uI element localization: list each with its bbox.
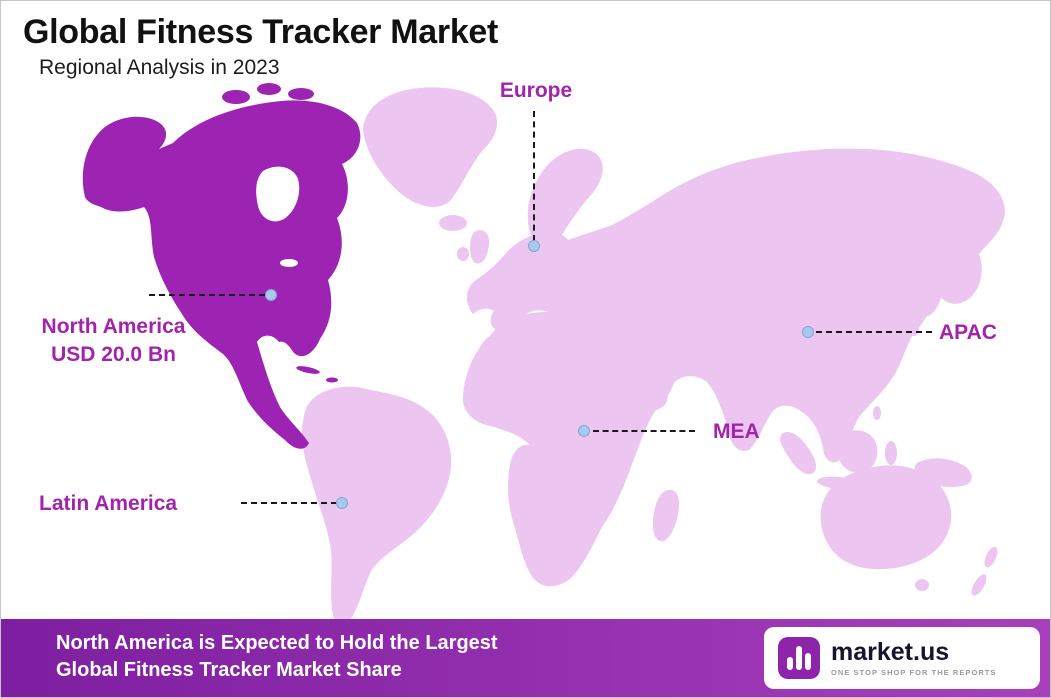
brand-words: market.us ONE STOP SHOP FOR THE REPORTS <box>831 639 996 677</box>
landmass-japan-south <box>909 320 919 336</box>
landmass-eurasia <box>466 148 1005 463</box>
label-apac: APAC <box>939 321 997 344</box>
great-lakes <box>280 259 298 267</box>
marker-latin-america <box>336 497 348 509</box>
landmass-baffin-island <box>309 121 337 137</box>
label-north-america-name: North America <box>41 315 186 338</box>
logo-bar-3 <box>805 653 811 670</box>
landmass-arctic-island-1 <box>222 90 250 104</box>
landmass-new-zealand-south <box>971 574 987 596</box>
label-north-america-value: USD 20.0 Bn <box>51 343 176 366</box>
footer-banner: North America is Expected to Hold the La… <box>1 619 1050 697</box>
page-subtitle: Regional Analysis in 2023 <box>39 56 280 79</box>
landmass-arctic-island-2 <box>257 83 281 95</box>
landmass-greenland <box>363 87 498 207</box>
landmass-new-zealand-north <box>984 546 998 568</box>
label-europe: Europe <box>499 79 573 102</box>
landmass-philippines-south <box>873 406 881 420</box>
logo-bar-1 <box>787 657 793 670</box>
brand-tagline: ONE STOP SHOP FOR THE REPORTS <box>831 668 997 677</box>
landmass-philippines <box>865 384 875 402</box>
brand-logo-icon <box>778 637 820 679</box>
landmass-arctic-island-3 <box>288 88 314 100</box>
leader-north-america <box>149 294 265 296</box>
landmass-borneo <box>837 430 878 473</box>
marker-europe <box>528 240 540 252</box>
marker-north-america <box>265 289 277 301</box>
label-latin-america: Latin America <box>39 492 178 515</box>
landmass-africa <box>462 311 668 587</box>
landmass-tasmania <box>915 579 929 591</box>
landmass-hispaniola <box>326 377 338 383</box>
landmass-britain <box>469 230 490 264</box>
brand-card: market.us ONE STOP SHOP FOR THE REPORTS <box>764 627 1040 689</box>
landmass-ireland <box>457 247 469 261</box>
page-title: Global Fitness Tracker Market <box>23 13 499 51</box>
leader-mea <box>593 430 695 432</box>
landmass-australia <box>820 465 952 570</box>
logo-bar-2 <box>796 646 802 670</box>
landmass-south-america <box>301 386 452 624</box>
landmass-sulawesi <box>885 441 897 465</box>
footer-headline-line2: Global Fitness Tracker Market Share <box>56 659 402 681</box>
landmass-scandinavia <box>527 148 603 243</box>
landmass-japan <box>917 275 943 317</box>
landmass-cuba <box>296 366 320 374</box>
landmass-madagascar <box>652 489 680 542</box>
footer-headline: North America is Expected to Hold the La… <box>56 630 498 684</box>
landmass-sumatra <box>780 431 817 475</box>
brand-name: market.us <box>831 638 950 666</box>
leader-apac <box>816 331 932 333</box>
label-north-america: North America USD 20.0 Bn <box>16 313 211 369</box>
footer-headline-line1: North America is Expected to Hold the La… <box>56 632 498 654</box>
leader-latin-america <box>241 502 337 504</box>
marker-apac <box>802 326 814 338</box>
marker-mea <box>578 425 590 437</box>
hudson-bay <box>256 166 300 222</box>
leader-europe <box>533 111 535 241</box>
label-mea: MEA <box>713 420 760 443</box>
header: Global Fitness Tracker Market Regional A… <box>23 13 498 80</box>
landmass-iceland <box>439 215 467 231</box>
